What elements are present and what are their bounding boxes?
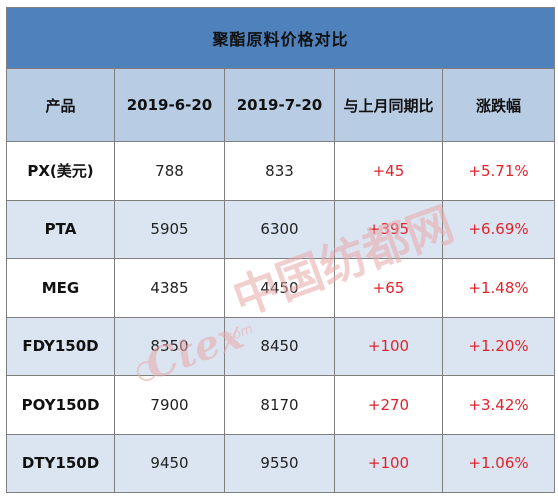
table-row: PX(美元) 788 833 +45 +5.71% <box>6 141 556 201</box>
change-pct-cell: +1.20% <box>441 316 556 376</box>
change-pct-cell: +6.69% <box>441 199 556 259</box>
june-price-cell: 9450 <box>114 433 225 493</box>
header-product: 产品 <box>6 68 115 142</box>
header-mom-change: 与上月同期比 <box>334 68 443 142</box>
change-cell: +45 <box>334 141 443 201</box>
table-row: PTA 5905 6300 +395 +6.69% <box>6 199 556 259</box>
change-pct-cell: +1.06% <box>441 433 556 493</box>
june-price-cell: 5905 <box>114 199 225 259</box>
june-price-cell: 8350 <box>114 316 225 376</box>
change-cell: +100 <box>334 316 443 376</box>
june-price-cell: 788 <box>114 141 225 201</box>
july-price-cell: 4450 <box>224 258 335 318</box>
change-cell: +100 <box>334 433 443 493</box>
product-cell: PX(美元) <box>6 141 115 201</box>
june-price-cell: 7900 <box>114 375 225 435</box>
july-price-cell: 833 <box>224 141 335 201</box>
header-date-june: 2019-6-20 <box>114 68 225 142</box>
change-pct-cell: +5.71% <box>441 141 556 201</box>
table-row: DTY150D 9450 9550 +100 +1.06% <box>6 433 556 493</box>
product-cell: DTY150D <box>6 433 115 493</box>
price-comparison-table: 聚酯原料价格对比 产品 2019-6-20 2019-7-20 与上月同期比 涨… <box>5 7 556 493</box>
change-cell: +395 <box>334 199 443 259</box>
header-date-july: 2019-7-20 <box>224 68 335 142</box>
june-price-cell: 4385 <box>114 258 225 318</box>
product-cell: PTA <box>6 199 115 259</box>
table-row: POY150D 7900 8170 +270 +3.42% <box>6 375 556 435</box>
table-title: 聚酯原料价格对比 <box>5 7 556 69</box>
table-row: MEG 4385 4450 +65 +1.48% <box>6 258 556 318</box>
product-cell: POY150D <box>6 375 115 435</box>
table-row: FDY150D 8350 8450 +100 +1.20% <box>6 316 556 376</box>
change-cell: +270 <box>334 375 443 435</box>
change-pct-cell: +3.42% <box>441 375 556 435</box>
header-row: 产品 2019-6-20 2019-7-20 与上月同期比 涨跌幅 <box>6 68 556 142</box>
july-price-cell: 9550 <box>224 433 335 493</box>
july-price-cell: 6300 <box>224 199 335 259</box>
july-price-cell: 8170 <box>224 375 335 435</box>
july-price-cell: 8450 <box>224 316 335 376</box>
header-change-pct: 涨跌幅 <box>441 68 556 142</box>
product-cell: MEG <box>6 258 115 318</box>
change-pct-cell: +1.48% <box>441 258 556 318</box>
product-cell: FDY150D <box>6 316 115 376</box>
change-cell: +65 <box>334 258 443 318</box>
